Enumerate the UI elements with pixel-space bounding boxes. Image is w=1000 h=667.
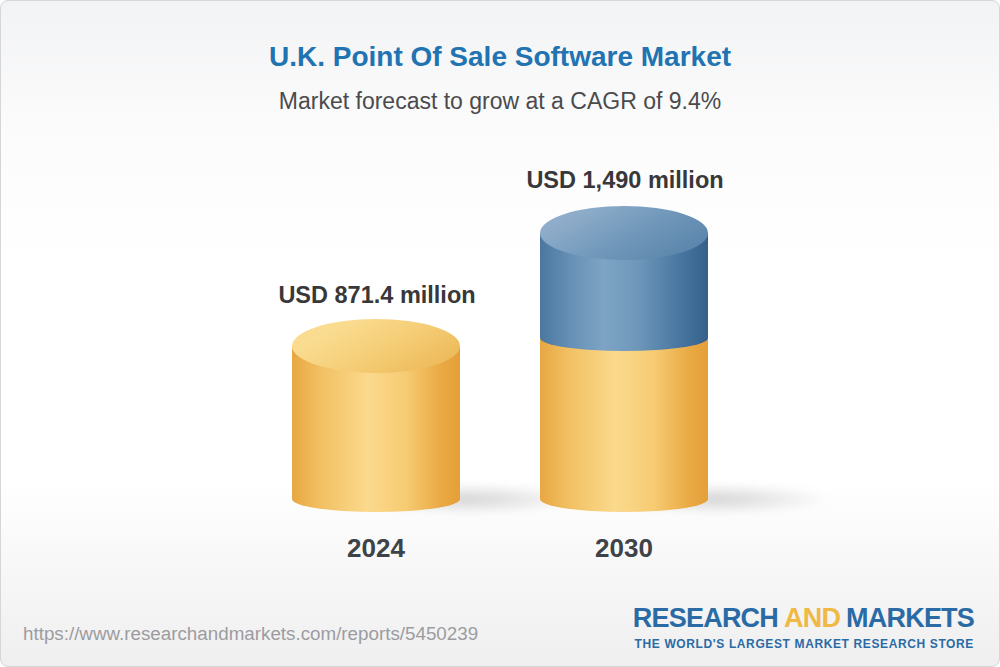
logo-tagline: THE WORLD'S LARGEST MARKET RESEARCH STOR… [633,637,974,651]
bar-2030-top [540,206,708,260]
page-subtitle: Market forecast to grow at a CAGR of 9.4… [1,88,999,115]
infographic-card: U.K. Point Of Sale Software Market Marke… [0,0,1000,667]
brand-logo: RESEARCHANDMARKETS THE WORLD'S LARGEST M… [633,603,974,651]
bar-2024-top [292,319,460,373]
year-label-2024: 2024 [347,533,405,564]
logo-word-research: RESEARCH [633,603,778,633]
footer-url: https://www.researchandmarkets.com/repor… [23,623,478,645]
value-label-2030: USD 1,490 million [526,167,723,194]
value-label-2024: USD 871.4 million [278,282,475,309]
logo-word-and: AND [784,603,840,633]
page-title: U.K. Point Of Sale Software Market [1,41,999,73]
bar-2030-base [540,339,708,512]
year-label-2030: 2030 [595,533,653,564]
logo-word-markets: MARKETS [846,603,974,633]
logo-wordmark: RESEARCHANDMARKETS [633,603,974,634]
